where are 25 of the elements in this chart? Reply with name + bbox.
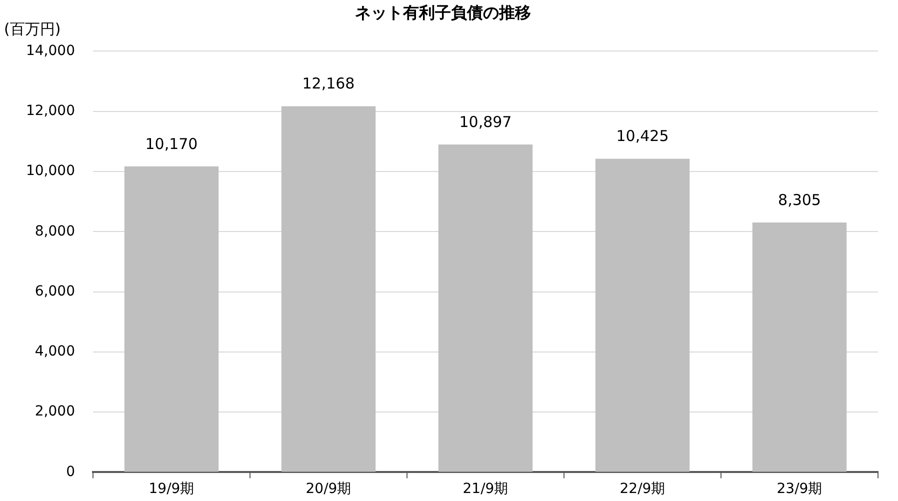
bar	[281, 106, 376, 472]
x-tick-label: 20/9期	[306, 481, 352, 498]
y-tick-label: 14,000	[26, 42, 75, 59]
bar	[124, 166, 219, 472]
x-tick-label: 23/9期	[776, 481, 822, 498]
y-tick-label: 0	[66, 464, 75, 480]
bar	[595, 158, 690, 472]
data-label: 8,305	[778, 190, 821, 209]
x-tick-label: 19/9期	[148, 481, 194, 498]
y-tick-label: 4,000	[34, 344, 75, 360]
y-tick-label: 2,000	[34, 404, 75, 420]
x-tick-label: 22/9期	[620, 481, 666, 498]
data-label: 12,168	[302, 74, 355, 93]
y-axis-title: (百万円)	[4, 20, 61, 38]
y-tick-label: 8,000	[34, 223, 75, 240]
bar	[752, 222, 847, 472]
chart-title: ネット有利子負債の推移	[355, 2, 531, 22]
data-label: 10,897	[459, 112, 512, 131]
y-tick-label: 10,000	[26, 163, 75, 180]
data-label: 10,425	[616, 127, 669, 146]
bar	[438, 144, 533, 472]
x-tick-label: 21/9期	[462, 481, 508, 498]
y-tick-label: 6,000	[34, 283, 75, 300]
data-label: 10,170	[145, 134, 198, 153]
y-tick-label: 12,000	[26, 102, 75, 119]
